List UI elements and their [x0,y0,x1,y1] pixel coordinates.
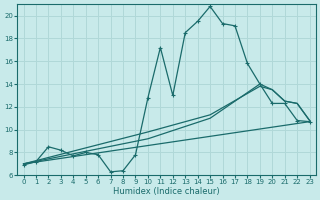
X-axis label: Humidex (Indice chaleur): Humidex (Indice chaleur) [113,187,220,196]
